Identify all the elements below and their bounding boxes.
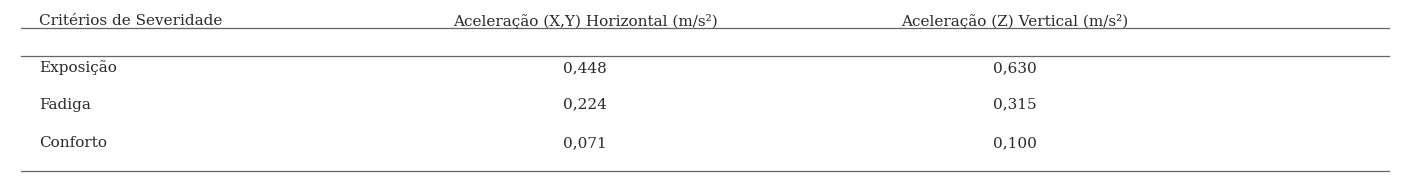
Text: 0,448: 0,448 (563, 61, 608, 75)
Text: 0,315: 0,315 (994, 98, 1036, 112)
Text: Conforto: Conforto (39, 136, 107, 150)
Text: 0,224: 0,224 (563, 98, 608, 112)
Text: Aceleração (X,Y) Horizontal (m/s²): Aceleração (X,Y) Horizontal (m/s²) (453, 14, 718, 29)
Text: 0,100: 0,100 (993, 136, 1038, 150)
Text: 0,071: 0,071 (563, 136, 608, 150)
Text: Aceleração (Z) Vertical (m/s²): Aceleração (Z) Vertical (m/s²) (901, 14, 1129, 29)
Text: Exposição: Exposição (39, 61, 117, 76)
Text: Critérios de Severidade: Critérios de Severidade (39, 14, 223, 28)
Text: Fadiga: Fadiga (39, 98, 92, 112)
Text: 0,630: 0,630 (993, 61, 1038, 75)
